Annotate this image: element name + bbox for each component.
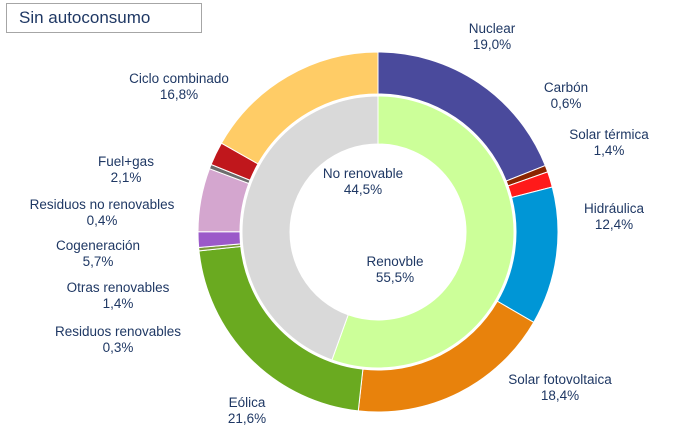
value-no-renovable: 44,5% bbox=[344, 182, 382, 197]
value-hidraulica: 12,4% bbox=[595, 217, 633, 232]
inner-slice-no-renovable bbox=[241, 95, 379, 361]
value-fuel-gas: 2,1% bbox=[111, 170, 142, 185]
value-residuos-no-renovables: 0,4% bbox=[87, 213, 118, 228]
label-residuos-renovables: Residuos renovables bbox=[55, 324, 181, 339]
label-otras-renovables: Otras renovables bbox=[67, 280, 170, 295]
value-cogeneracion: 5,7% bbox=[83, 254, 114, 269]
label-renovble: Renovble bbox=[366, 254, 423, 269]
value-residuos-renovables: 0,3% bbox=[103, 340, 134, 355]
label-residuos-no-renovables: Residuos no renovables bbox=[30, 197, 175, 212]
value-carbon: 0,6% bbox=[551, 96, 582, 111]
outer-ring bbox=[197, 51, 559, 413]
inner-ring bbox=[241, 95, 515, 369]
label-fuel-gas: Fuel+gas bbox=[98, 154, 154, 169]
label-ciclo-combinado: Ciclo combinado bbox=[129, 71, 229, 86]
value-eolica: 21,6% bbox=[228, 411, 266, 426]
value-otras-renovables: 1,4% bbox=[103, 296, 134, 311]
label-solar-fotovoltaica: Solar fotovoltaica bbox=[508, 372, 612, 387]
label-cogeneracion: Cogeneración bbox=[56, 238, 140, 253]
value-solar-termica: 1,4% bbox=[594, 143, 625, 158]
label-carbon: Carbón bbox=[544, 80, 588, 95]
label-solar-termica: Solar térmica bbox=[569, 127, 649, 142]
chart-title: Sin autoconsumo bbox=[6, 3, 202, 33]
inner-slice-renovble bbox=[331, 95, 515, 369]
label-nuclear: Nuclear bbox=[469, 21, 516, 36]
value-renovble: 55,5% bbox=[376, 270, 414, 285]
value-nuclear: 19,0% bbox=[473, 37, 511, 52]
label-hidraulica: Hidráulica bbox=[584, 201, 645, 216]
value-ciclo-combinado: 16,8% bbox=[160, 87, 198, 102]
label-eolica: Eólica bbox=[229, 395, 266, 410]
label-no-renovable: No renovable bbox=[323, 166, 403, 181]
outer-slice-ciclo-combinado bbox=[220, 51, 379, 165]
value-solar-fotovoltaica: 18,4% bbox=[541, 388, 579, 403]
